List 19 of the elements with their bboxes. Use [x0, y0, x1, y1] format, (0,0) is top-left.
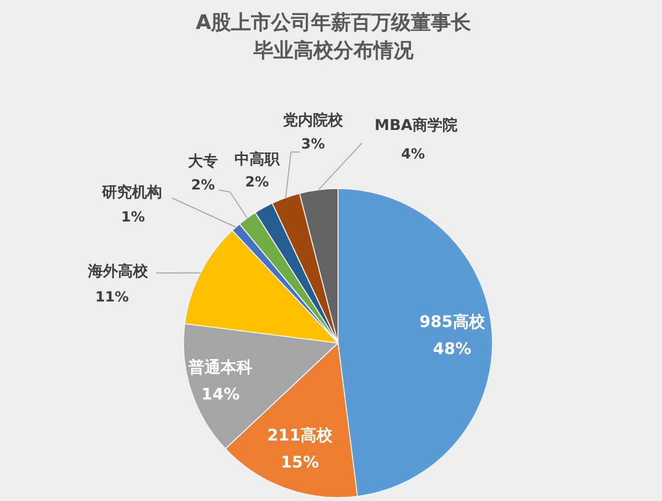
data-label: 15% [280, 452, 319, 472]
data-label: 14% [201, 384, 240, 404]
data-label: 4% [401, 146, 425, 163]
slice-label: 大专 [188, 152, 218, 170]
slice-label: 研究机构 [101, 182, 162, 201]
data-label: 11% [95, 290, 129, 306]
data-label: 3% [301, 136, 325, 153]
slice-label: 海外高校 [87, 262, 149, 280]
slice-label: 985高校 [419, 312, 486, 331]
slice-label: MBA商学院 [374, 116, 458, 134]
slice-label: 中高职 [234, 150, 280, 168]
data-label: 2% [191, 178, 215, 194]
chart-title: A股上市公司年薪百万级董事长毕业高校分布情况 [194, 9, 472, 64]
slice-label: 211高校 [267, 425, 334, 444]
data-label: 1% [121, 210, 145, 226]
data-label: 2% [245, 174, 269, 191]
slice-label: 普通本科 [187, 357, 252, 376]
data-label: 48% [432, 338, 472, 358]
slice-label: 党内院校 [282, 110, 344, 129]
